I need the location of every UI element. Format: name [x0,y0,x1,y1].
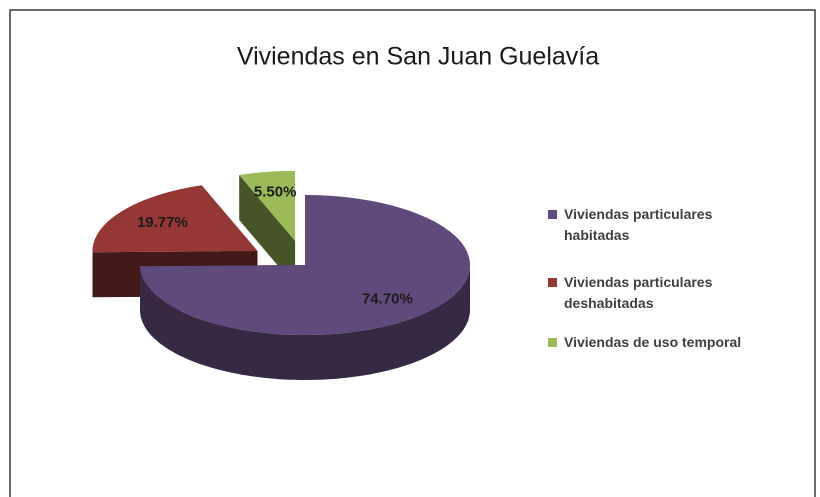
legend-item: Viviendas de uso temporal [548,332,779,353]
legend-label: Viviendas particulares habitadas [564,206,713,243]
legend-swatch [548,278,557,287]
legend-item: Viviendas particulares deshabitadas [548,272,779,314]
slice-side [239,175,296,286]
slice [239,170,296,241]
legend-swatch [548,210,557,219]
legend-label: Viviendas de uso temporal [564,334,742,350]
data-label: 5.50% [254,184,297,201]
legend-item: Viviendas particulares habitadas [548,204,779,246]
slice-side [140,265,470,380]
slice [140,195,470,335]
slice [92,185,258,253]
legend-swatch [548,338,557,347]
chart-title: Viviendas en San Juan Guelavía [237,43,599,71]
legend-label: Viviendas particulares deshabitadas [564,274,713,311]
data-label: 19.77% [137,214,188,231]
data-label: 74.70% [362,290,413,307]
